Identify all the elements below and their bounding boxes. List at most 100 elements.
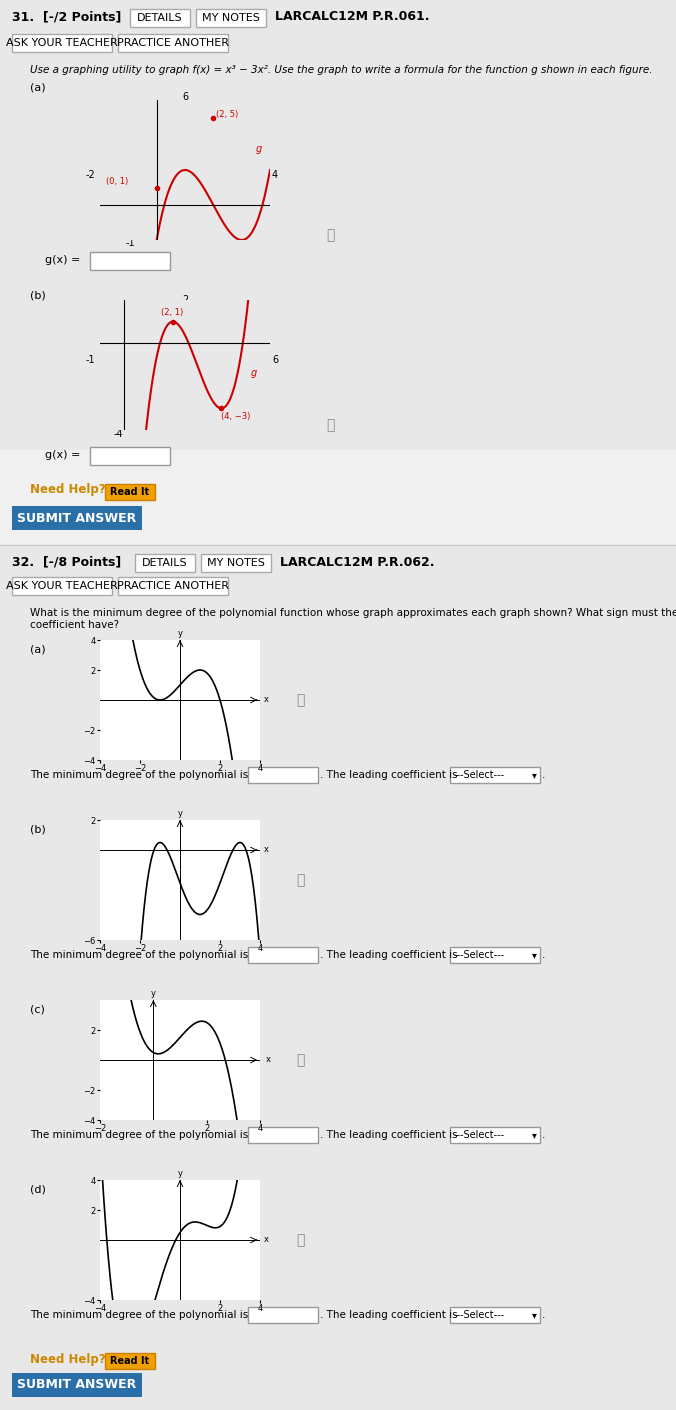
Text: ⓘ: ⓘ	[296, 873, 304, 887]
Text: Use a graphing utility to graph f(x) = x³ − 3x². Use the graph to write a formul: Use a graphing utility to graph f(x) = x…	[30, 65, 652, 75]
FancyBboxPatch shape	[12, 577, 112, 595]
Text: (b): (b)	[30, 825, 46, 835]
Text: PRACTICE ANOTHER: PRACTICE ANOTHER	[117, 581, 229, 591]
FancyBboxPatch shape	[0, 546, 676, 1410]
Text: -4: -4	[113, 429, 123, 439]
Text: 31.  [-/2 Points]: 31. [-/2 Points]	[12, 10, 122, 24]
Text: LARCALC12M P.R.062.: LARCALC12M P.R.062.	[280, 556, 435, 568]
Text: . The leading coefficient is: . The leading coefficient is	[320, 950, 458, 960]
Text: 6: 6	[182, 92, 188, 102]
Text: ⓘ: ⓘ	[296, 1232, 304, 1246]
Text: ▾: ▾	[531, 1129, 537, 1141]
Text: x: x	[266, 1056, 270, 1065]
Text: 6: 6	[272, 355, 278, 365]
Text: coefficient have?: coefficient have?	[30, 620, 119, 630]
FancyBboxPatch shape	[135, 554, 195, 572]
FancyBboxPatch shape	[0, 0, 676, 450]
FancyBboxPatch shape	[118, 34, 228, 52]
Text: (a): (a)	[30, 644, 45, 656]
FancyBboxPatch shape	[105, 1354, 155, 1369]
Text: ---Select---: ---Select---	[454, 770, 505, 780]
Text: (0, 1): (0, 1)	[105, 178, 128, 186]
Text: y: y	[178, 1169, 183, 1179]
Text: ---Select---: ---Select---	[454, 1129, 505, 1141]
Text: ⓘ: ⓘ	[296, 1053, 304, 1067]
Text: .: .	[542, 770, 546, 780]
Text: g: g	[256, 144, 262, 155]
Text: .: .	[542, 1129, 546, 1141]
Text: ⓘ: ⓘ	[326, 228, 334, 243]
Text: The minimum degree of the polynomial is: The minimum degree of the polynomial is	[30, 1310, 248, 1320]
Text: (d): (d)	[30, 1184, 46, 1196]
FancyBboxPatch shape	[248, 1307, 318, 1323]
Text: (c): (c)	[30, 1005, 45, 1015]
Text: ---Select---: ---Select---	[454, 950, 505, 960]
Text: PRACTICE ANOTHER: PRACTICE ANOTHER	[117, 38, 229, 48]
Text: (b): (b)	[30, 290, 46, 300]
Text: DETAILS: DETAILS	[142, 558, 188, 568]
Text: ⓘ: ⓘ	[296, 692, 304, 706]
Text: LARCALC12M P.R.061.: LARCALC12M P.R.061.	[275, 10, 429, 24]
Text: -1: -1	[125, 238, 135, 248]
Text: ▾: ▾	[531, 1310, 537, 1320]
FancyBboxPatch shape	[105, 484, 155, 501]
Text: -2: -2	[85, 171, 95, 180]
Text: . The leading coefficient is: . The leading coefficient is	[320, 770, 458, 780]
FancyBboxPatch shape	[450, 1307, 540, 1323]
Text: y: y	[151, 990, 156, 998]
Text: ▾: ▾	[531, 770, 537, 780]
Text: x: x	[264, 1235, 269, 1245]
Text: ---Select---: ---Select---	[454, 1310, 505, 1320]
Text: . The leading coefficient is: . The leading coefficient is	[320, 1129, 458, 1141]
FancyBboxPatch shape	[450, 948, 540, 963]
Text: The minimum degree of the polynomial is: The minimum degree of the polynomial is	[30, 950, 248, 960]
FancyBboxPatch shape	[248, 767, 318, 783]
Text: Read It: Read It	[110, 1356, 149, 1366]
Text: ▾: ▾	[531, 950, 537, 960]
Text: The minimum degree of the polynomial is: The minimum degree of the polynomial is	[30, 770, 248, 780]
Text: Need Help?: Need Help?	[30, 1354, 105, 1366]
Text: SUBMIT ANSWER: SUBMIT ANSWER	[18, 1379, 137, 1392]
Text: ASK YOUR TEACHER: ASK YOUR TEACHER	[6, 38, 118, 48]
FancyBboxPatch shape	[12, 34, 112, 52]
Text: MY NOTES: MY NOTES	[207, 558, 265, 568]
Text: The minimum degree of the polynomial is: The minimum degree of the polynomial is	[30, 1129, 248, 1141]
FancyBboxPatch shape	[201, 554, 271, 572]
Text: DETAILS: DETAILS	[137, 13, 183, 23]
Text: MY NOTES: MY NOTES	[202, 13, 260, 23]
Text: y: y	[178, 809, 183, 818]
Text: -1: -1	[85, 355, 95, 365]
FancyBboxPatch shape	[450, 767, 540, 783]
FancyBboxPatch shape	[90, 252, 170, 269]
Text: 32.  [-/8 Points]: 32. [-/8 Points]	[12, 556, 121, 568]
Text: What is the minimum degree of the polynomial function whose graph approximates e: What is the minimum degree of the polyno…	[30, 608, 676, 618]
FancyBboxPatch shape	[118, 577, 228, 595]
FancyBboxPatch shape	[196, 8, 266, 27]
Text: x: x	[264, 695, 269, 705]
Text: Read It: Read It	[110, 486, 149, 496]
Text: g(x) =: g(x) =	[45, 450, 80, 460]
Text: (a): (a)	[30, 83, 45, 93]
Text: x: x	[264, 846, 269, 854]
FancyBboxPatch shape	[248, 1127, 318, 1144]
Text: ⓘ: ⓘ	[326, 417, 334, 431]
FancyBboxPatch shape	[12, 506, 142, 530]
FancyBboxPatch shape	[12, 1373, 142, 1397]
FancyBboxPatch shape	[130, 8, 190, 27]
FancyBboxPatch shape	[90, 447, 170, 465]
Text: ASK YOUR TEACHER: ASK YOUR TEACHER	[6, 581, 118, 591]
FancyBboxPatch shape	[248, 948, 318, 963]
Text: . The leading coefficient is: . The leading coefficient is	[320, 1310, 458, 1320]
Text: (2, 1): (2, 1)	[161, 309, 183, 317]
Text: .: .	[542, 950, 546, 960]
Text: SUBMIT ANSWER: SUBMIT ANSWER	[18, 512, 137, 525]
Text: (4, −3): (4, −3)	[222, 412, 251, 422]
Text: 2: 2	[182, 295, 188, 305]
Text: (2, 5): (2, 5)	[216, 110, 239, 120]
Text: Need Help?: Need Help?	[30, 484, 105, 496]
Text: .: .	[542, 1310, 546, 1320]
Text: g(x) =: g(x) =	[45, 255, 80, 265]
Text: 4: 4	[272, 171, 278, 180]
FancyBboxPatch shape	[450, 1127, 540, 1144]
Text: y: y	[178, 629, 183, 639]
